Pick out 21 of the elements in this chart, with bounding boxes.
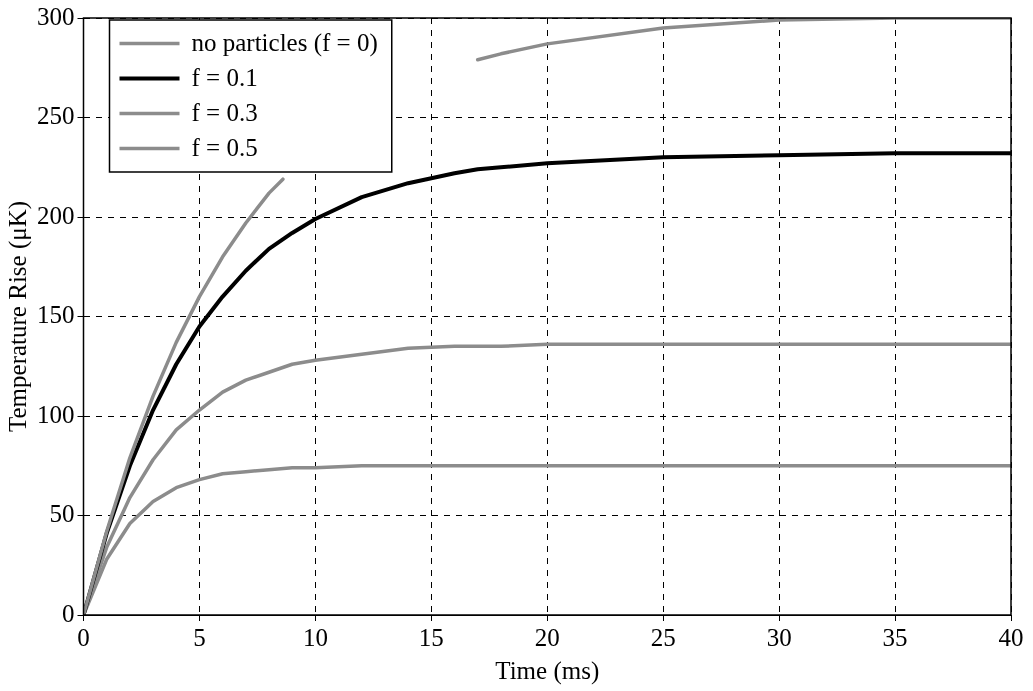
x-tick-label: 15 (418, 623, 444, 651)
x-tick-label: 35 (882, 623, 908, 651)
x-tick-label: 20 (534, 623, 560, 651)
y-axis-title: Temperature Rise (μK) (3, 200, 32, 433)
x-tick-label: 40 (998, 623, 1024, 651)
legend-label: no particles (f = 0) (191, 29, 378, 58)
x-tick-label: 5 (193, 623, 206, 651)
y-tick-label: 200 (37, 201, 75, 229)
x-tick-label: 10 (302, 623, 328, 651)
x-tick-label: 30 (766, 623, 792, 651)
legend-label: f = 0.3 (191, 99, 258, 127)
y-tick-label: 250 (37, 102, 75, 130)
y-tick-label: 100 (37, 400, 75, 428)
y-tick-label: 50 (49, 500, 75, 528)
y-tick-label: 300 (37, 2, 75, 30)
x-tick-label: 25 (650, 623, 676, 651)
legend-label: f = 0.1 (191, 64, 258, 92)
legend-label: f = 0.5 (191, 134, 258, 162)
x-axis-title: Time (ms) (495, 656, 600, 685)
y-tick-label: 150 (37, 301, 75, 329)
y-tick-label: 0 (62, 599, 75, 627)
